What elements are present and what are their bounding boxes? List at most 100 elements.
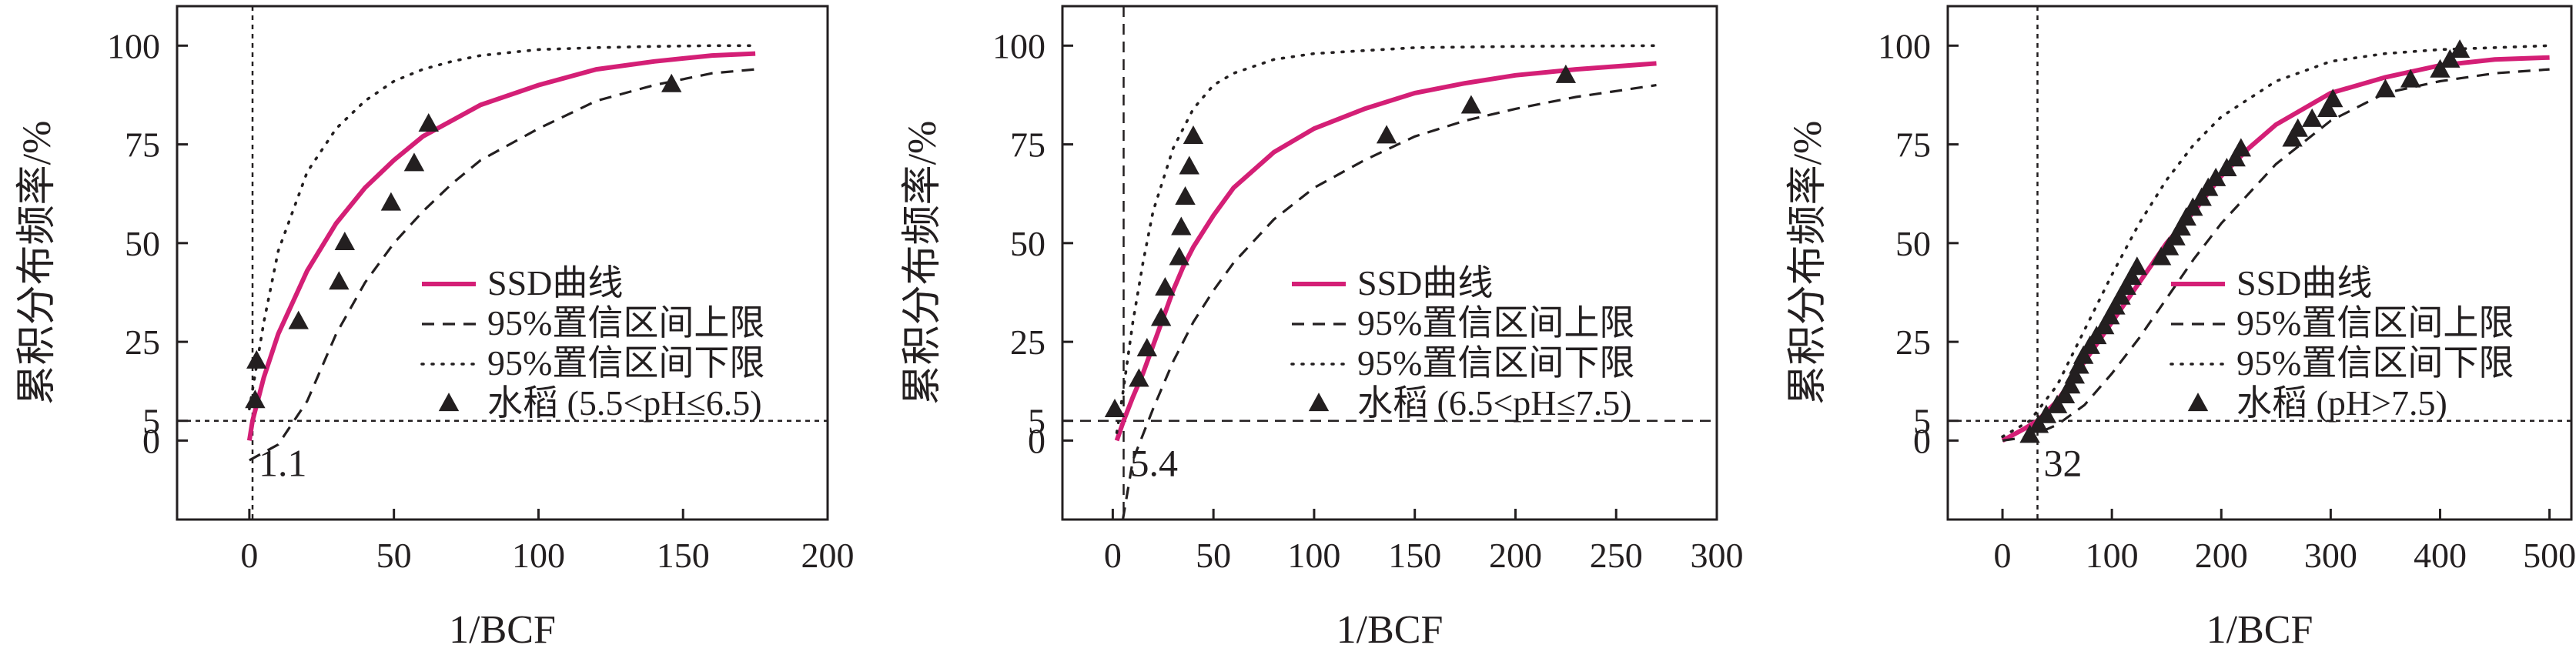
data-point-marker bbox=[2036, 404, 2057, 423]
legend-label: SSD曲线 bbox=[1357, 263, 1493, 302]
plot-area bbox=[1104, 44, 1658, 520]
series-solid-line bbox=[246, 51, 756, 441]
x-tick-label: 200 bbox=[801, 536, 855, 575]
y-tick-label: 0 bbox=[1028, 421, 1045, 460]
data-point-marker bbox=[380, 192, 402, 211]
data-point-marker bbox=[2375, 79, 2396, 98]
x-tick-label: 50 bbox=[1196, 536, 1231, 575]
data-point-marker bbox=[403, 152, 425, 172]
x-tick-label: 300 bbox=[2304, 536, 2357, 575]
data-point-marker bbox=[329, 271, 350, 290]
x-tick-label: 200 bbox=[2195, 536, 2248, 575]
legend-label: 95%置信区间下限 bbox=[2236, 343, 2514, 383]
data-point-marker bbox=[1555, 64, 1577, 83]
data-point-marker bbox=[2069, 355, 2089, 374]
series-dotted-line bbox=[1115, 44, 1658, 434]
data-point-marker bbox=[1179, 155, 1199, 175]
data-point-marker bbox=[418, 113, 439, 132]
y-tick-label: 25 bbox=[1010, 322, 1045, 362]
y-tick-label: 25 bbox=[125, 322, 160, 362]
y-axis-title: 累积分布频率/% bbox=[15, 121, 59, 406]
data-point-marker bbox=[661, 73, 682, 92]
data-point-marker bbox=[1175, 185, 1196, 205]
plot-area bbox=[2001, 39, 2551, 443]
data-point-marker bbox=[2028, 414, 2049, 433]
y-axis-title: 累积分布频率/% bbox=[901, 121, 945, 406]
y-tick-label: 50 bbox=[1895, 224, 1931, 263]
plot-frame bbox=[1061, 5, 1718, 521]
y-tick-label: 100 bbox=[992, 26, 1045, 65]
data-point-marker bbox=[2317, 99, 2338, 118]
legend-label: 95%置信区间上限 bbox=[487, 303, 764, 343]
legend-label: SSD曲线 bbox=[2236, 263, 2372, 302]
data-point-marker bbox=[2430, 58, 2451, 78]
data-point-marker bbox=[1376, 125, 1397, 144]
y-tick-label: 100 bbox=[1878, 26, 1931, 65]
plot-area bbox=[245, 44, 757, 462]
x-tick-label: 150 bbox=[1388, 536, 1441, 575]
legend-label: 水稻 (6.5<pH≤7.5) bbox=[1357, 383, 1632, 423]
data-point-marker bbox=[2019, 424, 2040, 443]
y-tick-label: 75 bbox=[1010, 125, 1045, 165]
data-point-marker bbox=[2176, 207, 2196, 226]
hc5-value-label: 32 bbox=[2044, 442, 2083, 485]
y-tick-label: 5 bbox=[1028, 402, 1045, 441]
data-point-marker bbox=[2440, 48, 2461, 68]
data-point-marker bbox=[334, 231, 356, 250]
data-point-marker bbox=[2099, 306, 2120, 325]
data-point-marker bbox=[2059, 375, 2081, 394]
data-point-marker bbox=[2110, 286, 2131, 305]
data-point-marker bbox=[2205, 167, 2226, 186]
x-tick-label: 0 bbox=[1994, 536, 2012, 575]
x-tick-label: 50 bbox=[376, 536, 412, 575]
data-point-marker bbox=[2158, 236, 2180, 256]
data-point-marker bbox=[2198, 177, 2219, 196]
x-tick-label: 400 bbox=[2414, 536, 2467, 575]
data-point-marker bbox=[2150, 246, 2172, 266]
data-point-marker bbox=[2126, 256, 2148, 276]
data-point-marker bbox=[2116, 276, 2136, 295]
y-tick-label: 5 bbox=[142, 402, 160, 441]
legend-label: 水稻 (pH>7.5) bbox=[2236, 383, 2447, 423]
y-tick-label: 100 bbox=[107, 26, 160, 65]
data-point-marker bbox=[288, 310, 309, 329]
x-tick-label: 300 bbox=[1691, 536, 1744, 575]
y-tick-label: 5 bbox=[1913, 402, 1931, 441]
series-dotted-line bbox=[248, 44, 757, 411]
y-tick-label: 50 bbox=[1010, 224, 1045, 263]
data-point-marker bbox=[2086, 326, 2107, 345]
x-tick-label: 100 bbox=[512, 536, 565, 575]
data-point-marker bbox=[2216, 158, 2237, 177]
series-dashed-line bbox=[1121, 84, 1657, 520]
y-tick-label: 50 bbox=[125, 224, 160, 263]
legend-label: 95%置信区间下限 bbox=[1357, 343, 1634, 383]
hc5-value-label: 1.1 bbox=[259, 442, 307, 485]
series-solid-line bbox=[1114, 61, 1657, 442]
data-point-marker bbox=[2449, 39, 2471, 58]
x-tick-label: 500 bbox=[2523, 536, 2576, 575]
data-point-marker bbox=[2191, 187, 2212, 206]
series-dashed-line bbox=[249, 68, 756, 462]
data-point-marker bbox=[1136, 337, 1158, 356]
y-tick-label: 25 bbox=[1895, 322, 1931, 362]
x-axis-title: 1/BCF bbox=[2206, 608, 2313, 652]
data-point-marker bbox=[2054, 385, 2076, 404]
y-tick-label: 75 bbox=[125, 125, 160, 165]
data-point-marker bbox=[2079, 335, 2100, 354]
data-point-marker bbox=[2073, 345, 2094, 364]
series-dashed-line bbox=[2002, 68, 2550, 442]
data-point-marker bbox=[1171, 216, 1192, 236]
legend-marker-icon bbox=[438, 393, 460, 412]
data-point-marker bbox=[2323, 89, 2343, 108]
data-point-marker bbox=[2282, 128, 2303, 147]
x-tick-label: 100 bbox=[2086, 536, 2139, 575]
panel-2: 5.40 50 100 150 200 250 300052550751001/BCF累积分… bbox=[901, 5, 1744, 652]
data-point-marker bbox=[1129, 368, 1149, 387]
data-point-marker bbox=[2064, 365, 2086, 384]
plot-frame bbox=[176, 5, 829, 521]
data-point-marker bbox=[2302, 108, 2323, 127]
legend-marker-icon bbox=[2187, 393, 2209, 412]
